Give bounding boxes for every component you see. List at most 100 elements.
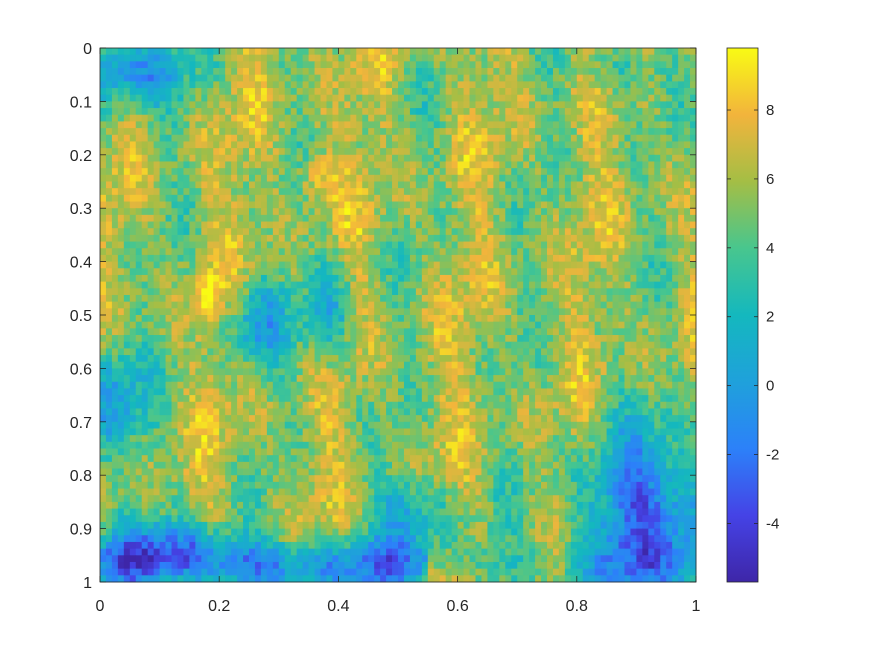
heatmap-cell: [529, 148, 536, 156]
heatmap-cell: [314, 321, 321, 329]
heatmap-cell: [117, 348, 125, 356]
heatmap-cell: [368, 355, 375, 363]
heatmap-cell: [535, 48, 542, 56]
heatmap-cell: [517, 274, 524, 283]
heatmap-cell: [135, 301, 143, 309]
heatmap-cell: [558, 268, 566, 276]
heatmap-cell: [338, 315, 345, 323]
heatmap-cell: [171, 148, 178, 156]
heatmap-cell: [296, 94, 304, 102]
heatmap-cell: [493, 81, 500, 89]
heatmap-cell: [666, 194, 673, 202]
heatmap-cell: [409, 88, 417, 96]
heatmap-cell: [219, 335, 226, 343]
heatmap-cell: [254, 108, 262, 116]
heatmap-cell: [225, 54, 232, 62]
heatmap-cell: [558, 114, 566, 122]
heatmap-cell: [666, 74, 673, 82]
heatmap-cell: [284, 348, 292, 356]
heatmap-cell: [350, 154, 357, 162]
heatmap-cell: [463, 254, 470, 262]
heatmap-cell: [493, 281, 500, 289]
heatmap-cell: [165, 315, 172, 323]
heatmap-cell: [642, 335, 649, 343]
heatmap-cell: [636, 148, 643, 156]
heatmap-cell: [630, 294, 637, 303]
heatmap-cell: [213, 228, 220, 236]
heatmap-cell: [100, 128, 107, 136]
heatmap-cell: [105, 188, 113, 196]
heatmap-cell: [374, 48, 381, 56]
heatmap-cell: [541, 121, 548, 129]
heatmap-cell: [505, 274, 512, 283]
heatmap-cell: [672, 368, 679, 376]
heatmap-cell: [284, 355, 292, 363]
heatmap-cell: [231, 254, 238, 262]
heatmap-cell: [582, 315, 590, 323]
heatmap-cell: [320, 161, 327, 169]
heatmap-cell: [362, 188, 369, 196]
heatmap-cell: [547, 375, 554, 383]
heatmap-cell: [398, 321, 405, 329]
heatmap-cell: [612, 234, 619, 242]
heatmap-cell: [415, 141, 423, 149]
heatmap-cell: [558, 148, 566, 156]
heatmap-cell: [439, 274, 447, 283]
heatmap-cell: [582, 81, 590, 89]
heatmap-cell: [213, 68, 220, 76]
heatmap-cell: [111, 108, 119, 116]
heatmap-cell: [338, 134, 345, 142]
heatmap-cell: [433, 228, 441, 236]
heatmap-cell: [654, 328, 661, 336]
heatmap-cell: [654, 108, 661, 116]
heatmap-cell: [624, 68, 631, 76]
heatmap-cell: [368, 154, 375, 162]
heatmap-cell: [672, 341, 679, 349]
heatmap-cell: [260, 68, 268, 76]
heatmap-cell: [481, 288, 488, 296]
heatmap-cell: [189, 254, 196, 262]
heatmap-cell: [445, 268, 453, 276]
heatmap-cell: [654, 308, 661, 316]
heatmap-cell: [177, 108, 184, 116]
heatmap-cell: [368, 194, 375, 202]
heatmap-cell: [547, 114, 554, 122]
heatmap-cell: [481, 321, 488, 329]
heatmap-cell: [153, 134, 160, 142]
heatmap-cell: [409, 81, 417, 89]
heatmap-cell: [356, 254, 363, 262]
heatmap-cell: [475, 68, 482, 76]
heatmap-cell: [433, 201, 441, 209]
heatmap-cell: [606, 114, 613, 122]
heatmap-cell: [600, 61, 607, 69]
heatmap-cell: [356, 128, 363, 136]
heatmap-cell: [403, 375, 411, 383]
heatmap-cell: [332, 228, 339, 236]
heatmap-cell: [433, 161, 441, 169]
heatmap-cell: [505, 375, 512, 383]
heatmap-cell: [606, 234, 613, 242]
heatmap-cell: [153, 308, 160, 316]
heatmap-cell: [547, 268, 554, 276]
heatmap-cell: [660, 375, 667, 383]
heatmap-cell: [487, 121, 494, 129]
heatmap-cell: [427, 248, 435, 256]
heatmap-cell: [302, 141, 309, 149]
heatmap-cell: [690, 228, 697, 236]
heatmap-cell: [594, 228, 602, 236]
heatmap-cell: [308, 315, 315, 323]
heatmap-cell: [135, 181, 143, 189]
heatmap-cell: [445, 154, 453, 162]
heatmap-cell: [469, 114, 476, 122]
heatmap-cell: [213, 88, 220, 96]
heatmap-cell: [100, 261, 107, 269]
heatmap-cell: [231, 248, 238, 256]
heatmap-cell: [260, 141, 268, 149]
heatmap-cell: [666, 308, 673, 316]
heatmap-cell: [588, 134, 596, 142]
heatmap-cell: [660, 194, 667, 202]
heatmap-cell: [439, 121, 447, 129]
heatmap-cell: [374, 254, 381, 262]
heatmap-cell: [672, 335, 679, 343]
heatmap-cell: [278, 328, 286, 336]
